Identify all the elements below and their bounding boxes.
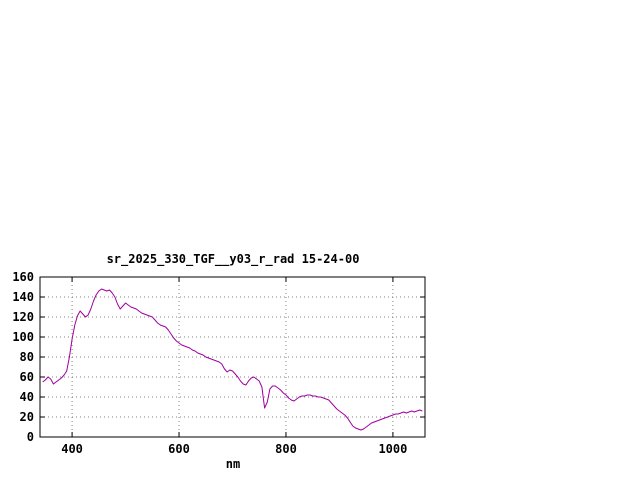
x-axis-label: nm xyxy=(226,457,240,471)
y-tick-label: 100 xyxy=(12,330,34,344)
y-tick-label: 60 xyxy=(20,370,34,384)
y-tick-label: 40 xyxy=(20,390,34,404)
x-tick-label: 800 xyxy=(275,442,297,456)
x-tick-label: 1000 xyxy=(378,442,407,456)
chart-title: sr_2025_330_TGF__y03_r_rad 15-24-00 xyxy=(107,252,360,267)
x-tick-label: 400 xyxy=(61,442,83,456)
y-tick-label: 0 xyxy=(27,430,34,444)
x-tick-label: 600 xyxy=(168,442,190,456)
y-tick-label: 140 xyxy=(12,290,34,304)
chart-plot-area: 400 600 800 1000 0 20 40 60 80 100 120 140 160 xyxy=(12,270,426,456)
y-tick-label: 20 xyxy=(20,410,34,424)
series-path xyxy=(42,288,423,431)
y-tick-label: 80 xyxy=(20,350,34,364)
y-tick-label: 120 xyxy=(12,310,34,324)
y-tick-label: 160 xyxy=(12,270,34,284)
